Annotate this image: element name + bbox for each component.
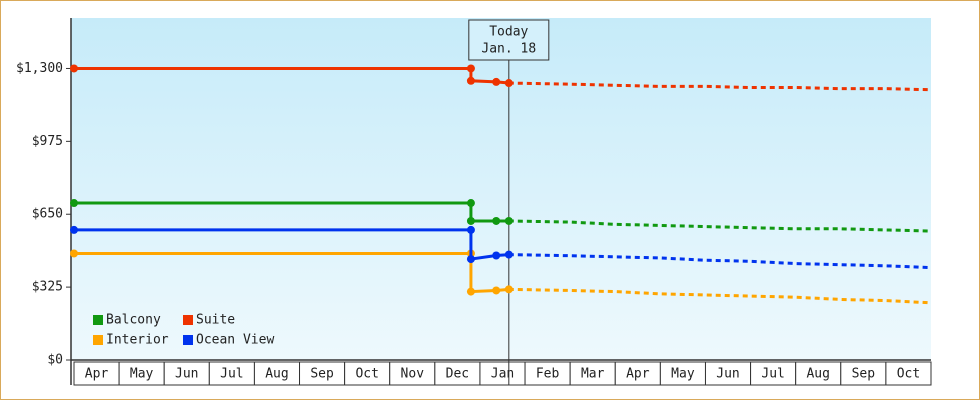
x-tick-label: May <box>671 367 695 382</box>
legend-swatch <box>183 315 193 325</box>
legend-swatch <box>183 335 193 345</box>
x-tick-label: May <box>130 367 154 382</box>
x-tick-label: Sep <box>852 367 876 382</box>
x-tick-label: Jun <box>175 367 198 382</box>
point <box>466 225 475 234</box>
x-tick-label: Apr <box>626 367 650 382</box>
today-label: Today <box>489 25 528 40</box>
point <box>70 249 78 258</box>
x-tick-label: Aug <box>265 367 288 382</box>
point <box>492 77 501 86</box>
x-tick-label: Jul <box>220 367 243 382</box>
legend-swatch <box>93 335 103 345</box>
legend-label: Ocean View <box>196 333 274 348</box>
x-tick-label: Aug <box>806 367 829 382</box>
point <box>70 64 78 73</box>
legend-swatch <box>93 315 103 325</box>
x-tick-label: Jun <box>716 367 739 382</box>
point <box>492 216 501 225</box>
point <box>504 79 513 88</box>
x-tick-label: Oct <box>897 367 920 382</box>
x-tick-label: Sep <box>310 367 334 382</box>
y-tick-label: $325 <box>32 280 63 295</box>
x-tick-label: Jan <box>491 367 514 382</box>
point <box>504 216 513 225</box>
forecast-line <box>508 81 932 92</box>
x-tick-label: Mar <box>581 367 605 382</box>
point <box>466 216 475 225</box>
forecast-line <box>508 219 932 233</box>
point <box>492 286 501 295</box>
x-tick-label: Nov <box>401 367 425 382</box>
legend-label: Interior <box>106 333 169 348</box>
point <box>504 285 513 294</box>
x-tick-label: Feb <box>536 367 560 382</box>
point <box>466 76 475 85</box>
forecast-line <box>508 253 932 270</box>
plot-area <box>71 18 931 360</box>
x-tick-label: Dec <box>446 367 469 382</box>
y-tick-label: $975 <box>32 134 63 149</box>
point <box>504 250 513 259</box>
x-tick-label: Oct <box>355 367 378 382</box>
legend-label: Balcony <box>106 313 161 328</box>
point <box>466 199 475 208</box>
point <box>70 199 78 208</box>
month-cell <box>885 361 932 386</box>
y-tick-label: $650 <box>32 207 63 222</box>
x-tick-label: Apr <box>85 367 109 382</box>
y-tick-label: $0 <box>47 353 63 368</box>
point <box>492 251 501 260</box>
today-box <box>468 19 550 61</box>
point <box>466 287 475 296</box>
x-tick-label: Jul <box>761 367 784 382</box>
point <box>466 64 475 73</box>
y-tick-label: $1,300 <box>16 61 63 76</box>
today-date: Jan. 18 <box>481 42 536 57</box>
point <box>466 255 475 264</box>
point <box>70 225 78 234</box>
forecast-line <box>508 287 932 305</box>
legend-label: Suite <box>196 313 235 328</box>
